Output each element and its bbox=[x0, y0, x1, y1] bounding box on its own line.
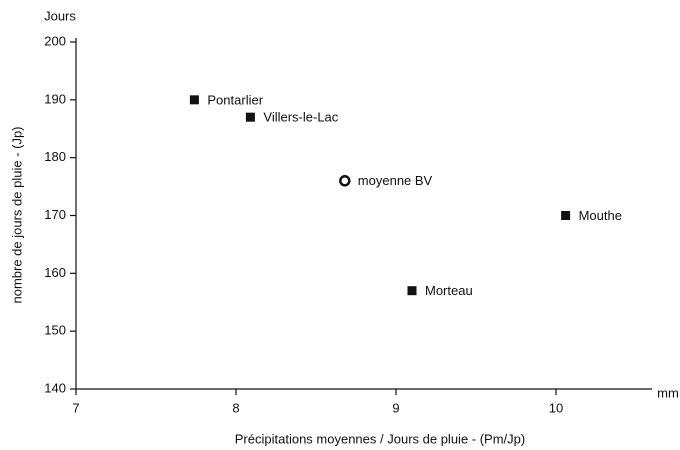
y-tick-label: 180 bbox=[44, 149, 66, 164]
y-tick-label: 190 bbox=[44, 91, 66, 106]
point-label: Pontarlier bbox=[207, 92, 263, 107]
point bbox=[407, 286, 417, 296]
point-label: Mouthe bbox=[579, 208, 622, 223]
point-label: moyenne BV bbox=[358, 173, 433, 188]
x-axis-label: Précipitations moyennes / Jours de pluie… bbox=[235, 431, 525, 446]
y-axis-label: nombre de jours de pluie - (Jp) bbox=[9, 126, 24, 303]
point-label: Morteau bbox=[425, 283, 473, 298]
point bbox=[189, 95, 199, 105]
point-label: Villers-le-Lac bbox=[263, 110, 338, 125]
x-tick-label: 10 bbox=[549, 400, 563, 415]
y-tick-label: 160 bbox=[44, 265, 66, 280]
y-tick-label: 140 bbox=[44, 380, 66, 395]
x-tick-label: 8 bbox=[232, 400, 239, 415]
y-unit: Jours bbox=[44, 8, 76, 23]
x-tick-label: 9 bbox=[392, 400, 399, 415]
y-tick-label: 200 bbox=[44, 33, 66, 48]
point bbox=[339, 175, 351, 187]
x-tick-label: 7 bbox=[72, 400, 79, 415]
y-tick-label: 170 bbox=[44, 207, 66, 222]
x-unit: mm bbox=[657, 385, 679, 400]
point bbox=[245, 112, 255, 122]
point bbox=[561, 211, 571, 220]
y-tick-label: 150 bbox=[44, 323, 66, 338]
